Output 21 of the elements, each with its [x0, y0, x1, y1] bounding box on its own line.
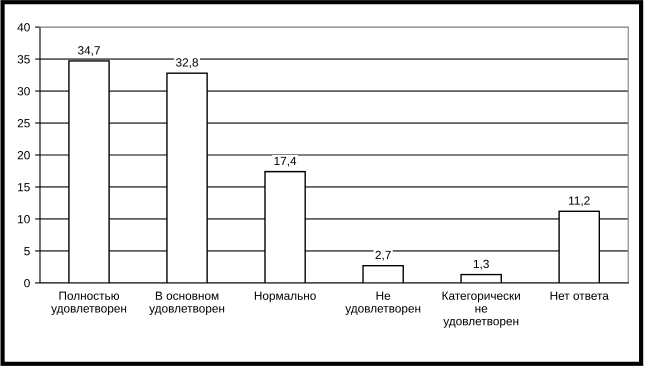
data-label: 11,2 [569, 196, 590, 206]
x-tick-label: Полностью удовлетворен [51, 292, 126, 315]
data-label: 17,4 [274, 156, 296, 167]
data-label: 32,8 [176, 58, 198, 68]
y-tick-label: 25 [18, 119, 30, 128]
x-tick-label: В основном удовлетворен [149, 292, 224, 315]
data-label: 34,7 [78, 46, 100, 56]
data-label: 2,7 [376, 250, 391, 261]
y-tick-label: 15 [18, 183, 30, 192]
y-tick-label: 10 [18, 214, 30, 224]
y-tick-label: 30 [18, 87, 30, 96]
x-tick-label: Нормально [254, 292, 316, 302]
y-tick-label: 40 [17, 23, 30, 32]
x-tick-label: Нет ответа [550, 292, 609, 300]
y-tick-label: 5 [24, 247, 30, 256]
y-tick-label: 0 [24, 278, 30, 288]
y-tick-label: 20 [18, 151, 30, 160]
y-tick-label: 35 [18, 55, 30, 64]
data-label: 1,3 [474, 260, 489, 270]
x-tick-label: Категорически не удовлетворен [442, 292, 520, 328]
x-tick-label: Не удовлетворен [345, 292, 420, 315]
